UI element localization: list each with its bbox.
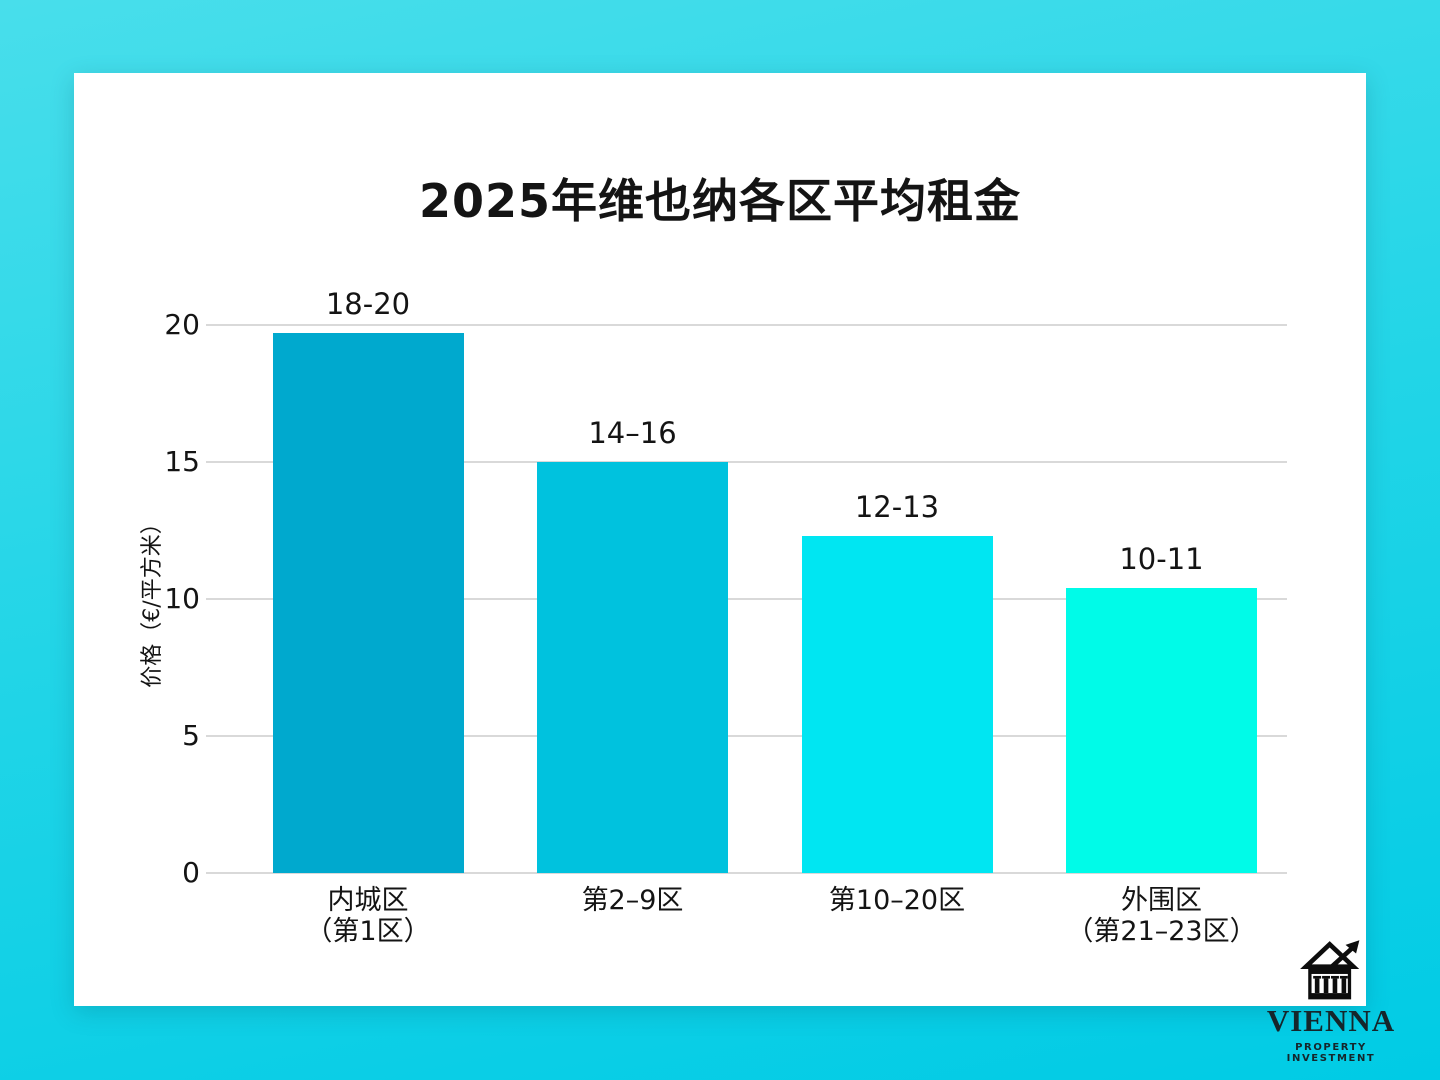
gridline-20	[206, 324, 1287, 326]
y-tick-label-10: 10	[164, 582, 200, 615]
bank-building-with-rising-arrow-icon	[1300, 940, 1360, 1000]
logo-subtitle: PROPERTY INVESTMENT	[1286, 1041, 1376, 1064]
y-tick-label-0: 0	[182, 856, 200, 889]
x-tick-label-3: 第10–20区	[828, 885, 966, 916]
bar-3	[801, 535, 993, 873]
chart-card: 2025年维也纳各区平均租金 价格（€/平方米） 0 5 10 15 20 18-20 内城…	[74, 73, 1366, 1006]
logo: VIENNA PROPERTY INVESTMENT	[1258, 936, 1404, 1064]
logo-name: VIENNA	[1266, 1003, 1396, 1038]
gridline-10	[206, 598, 1287, 600]
gridline-15	[206, 461, 1287, 463]
bar-value-label-1: 18-20	[325, 287, 411, 322]
x-tick-label-4: 外围区 （第21–23区）	[1066, 885, 1257, 948]
y-tick-label-15: 15	[164, 445, 200, 478]
bar-value-label-3: 12-13	[854, 489, 940, 524]
bar-2	[537, 462, 728, 873]
y-tick-label-5: 5	[182, 719, 200, 752]
x-tick-label-2: 第2–9区	[581, 885, 684, 916]
y-tick-label-20: 20	[164, 308, 200, 341]
bar-value-label-4: 10-11	[1119, 542, 1204, 577]
gridline-0	[206, 872, 1287, 874]
bar-value-label-2: 14–16	[588, 416, 677, 450]
bar-4	[1066, 588, 1257, 873]
x-tick-label-1: 内城区 （第1区）	[305, 885, 431, 948]
bar-1	[272, 333, 464, 873]
gridline-5	[206, 735, 1287, 737]
chart-title: 2025年维也纳各区平均租金	[418, 174, 1022, 228]
